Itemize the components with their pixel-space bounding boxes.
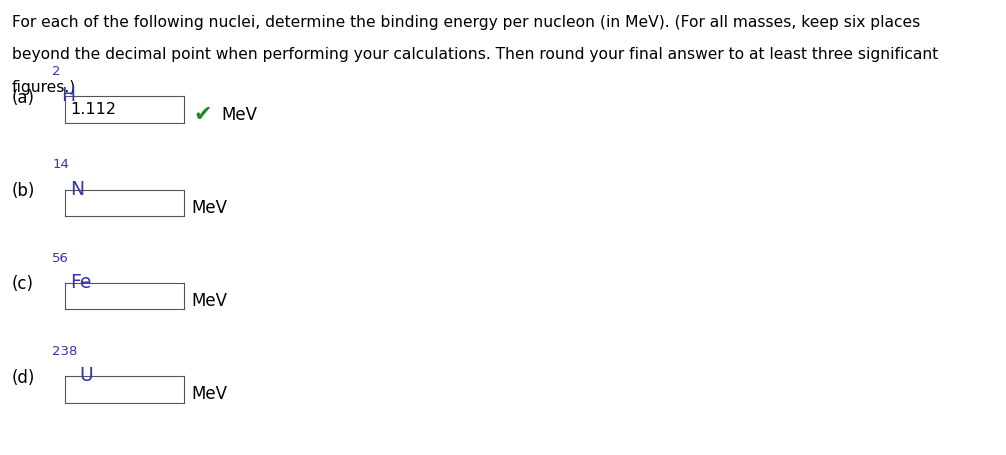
Text: H: H — [61, 86, 75, 106]
Text: 2: 2 — [52, 65, 60, 78]
Text: (c): (c) — [12, 275, 34, 293]
Text: 1.112: 1.112 — [70, 102, 116, 117]
Text: U: U — [79, 366, 94, 385]
Text: MeV: MeV — [191, 385, 227, 404]
Text: 14: 14 — [52, 158, 69, 172]
Text: For each of the following nuclei, determine the binding energy per nucleon (in M: For each of the following nuclei, determ… — [12, 15, 920, 30]
Text: beyond the decimal point when performing your calculations. Then round your fina: beyond the decimal point when performing… — [12, 47, 939, 62]
Text: (d): (d) — [12, 369, 35, 387]
Text: MeV: MeV — [191, 292, 227, 310]
Text: ✔: ✔ — [193, 105, 212, 125]
Text: (b): (b) — [12, 182, 35, 200]
Text: (a): (a) — [12, 89, 35, 107]
Text: 238: 238 — [52, 345, 77, 358]
Text: N: N — [70, 180, 85, 199]
Text: 56: 56 — [52, 252, 69, 265]
Text: MeV: MeV — [191, 199, 227, 217]
Text: MeV: MeV — [221, 106, 258, 124]
Text: figures.): figures.) — [12, 80, 76, 95]
Text: Fe: Fe — [70, 273, 92, 292]
